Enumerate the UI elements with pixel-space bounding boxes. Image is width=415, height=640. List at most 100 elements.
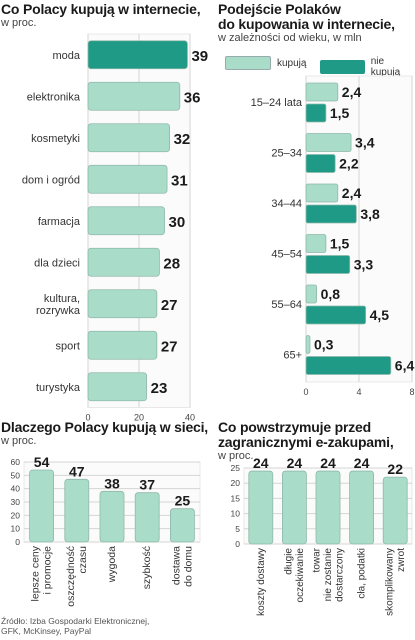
category-label: kosmetyki bbox=[31, 133, 80, 145]
category-label: elektronika bbox=[27, 91, 81, 103]
data-label: 3,3 bbox=[354, 257, 374, 273]
panel-why-buy-online: Dlaczego Polacy kupują w sieci, w proc. bbox=[1, 420, 211, 448]
chart-subtitle: w proc. bbox=[218, 450, 254, 462]
source-note: Źródło: Izba Gospodarki Elektronicznej, … bbox=[1, 616, 149, 636]
bar bbox=[305, 133, 352, 152]
category-label: farmacja bbox=[38, 216, 81, 228]
bar bbox=[305, 255, 351, 274]
bar bbox=[87, 164, 168, 194]
y-tick-label: 40 bbox=[11, 484, 21, 494]
legend-label: nie kupują bbox=[370, 56, 401, 78]
category-label: dla dzieci bbox=[34, 257, 80, 269]
data-label: 0,3 bbox=[314, 337, 334, 353]
data-label: 24 bbox=[253, 455, 269, 471]
data-label: 0,8 bbox=[321, 286, 341, 302]
bar bbox=[87, 247, 160, 277]
legend-item-not-buy: nie kupują bbox=[320, 56, 415, 78]
panel-attitude-by-age: Podejście Polaków do kupowania w interne… bbox=[218, 2, 415, 45]
bar bbox=[305, 183, 339, 203]
data-label: 28 bbox=[163, 255, 180, 272]
y-tick-label: 15 bbox=[231, 493, 241, 503]
category-label: cła, podatki bbox=[357, 548, 368, 599]
category-label: długieoczekiwanie bbox=[284, 548, 307, 603]
bar bbox=[305, 356, 392, 375]
data-label: 4,5 bbox=[370, 307, 390, 323]
bar bbox=[87, 123, 170, 153]
category-label: 65+ bbox=[283, 350, 302, 362]
y-tick-label: 10 bbox=[231, 509, 241, 519]
data-label: 23 bbox=[151, 380, 168, 397]
chart-subtitle: w zależności od wieku, w mln bbox=[218, 32, 362, 44]
bar bbox=[305, 284, 317, 304]
y-tick-label: 5 bbox=[235, 524, 240, 534]
data-label: 22 bbox=[387, 461, 403, 477]
data-label: 1,5 bbox=[330, 105, 350, 121]
bar bbox=[305, 305, 367, 325]
bar bbox=[87, 372, 148, 402]
data-label: 2,4 bbox=[342, 84, 362, 100]
data-label: 39 bbox=[191, 48, 208, 65]
chart-title: Dlaczego Polacy kupują w sieci, bbox=[1, 419, 208, 435]
bar bbox=[99, 490, 125, 543]
data-label: 36 bbox=[184, 89, 201, 106]
category-label: szybkość bbox=[141, 546, 153, 589]
category-label: dostawado domu bbox=[170, 546, 194, 587]
chart-why-buy-online: 0 10 20 30 40 50 60 54 lepsze cenyi promocje 47 os… bbox=[11, 454, 201, 607]
data-label: 2,4 bbox=[342, 185, 362, 201]
data-label: 6,4 bbox=[395, 358, 415, 374]
category-label: turystyka bbox=[36, 382, 81, 394]
category-label: 25–34 bbox=[271, 148, 302, 160]
source-line: Źródło: Izba Gospodarki Elektronicznej, bbox=[1, 616, 150, 626]
category-label: wygoda bbox=[106, 546, 118, 583]
y-tick-label: 0 bbox=[235, 539, 240, 549]
y-tick-label: 20 bbox=[231, 478, 241, 488]
category-label: skomplikowanyzwrot bbox=[384, 548, 407, 616]
bar bbox=[64, 478, 90, 543]
bar bbox=[305, 103, 327, 123]
y-tick-label: 10 bbox=[11, 524, 21, 534]
source-line: GFK, McKinsey, PayPal bbox=[1, 626, 92, 636]
category-label: 34–44 bbox=[271, 198, 302, 210]
bar bbox=[305, 234, 327, 253]
x-tick-label: 20 bbox=[134, 413, 144, 423]
category-label: 15–24 lata bbox=[251, 97, 303, 109]
bar bbox=[349, 470, 374, 545]
category-label: 55–64 bbox=[271, 299, 302, 311]
x-tick-label: 0 bbox=[85, 413, 90, 423]
legend-item-buy: kupują bbox=[225, 56, 306, 70]
chart-title: Podejście Polaków do kupowania w interne… bbox=[218, 1, 395, 32]
data-label: 3,4 bbox=[355, 135, 375, 151]
category-label: moda bbox=[52, 50, 80, 62]
bar bbox=[305, 204, 357, 224]
data-label: 2,2 bbox=[339, 156, 359, 172]
category-label: 45–54 bbox=[271, 249, 302, 261]
bar bbox=[87, 206, 165, 236]
bar bbox=[87, 330, 158, 360]
panel-barriers-foreign: Co powstrzymuje przed zagranicznymi e-za… bbox=[218, 420, 415, 463]
chart-title: Co powstrzymuje przed zagranicznymi e-za… bbox=[218, 419, 394, 450]
legend-label: kupują bbox=[277, 57, 307, 69]
chart-what-poles-buy: 0 20 40 moda 39 elektronika 36 kosmetyki 32 dom i… bbox=[22, 33, 208, 423]
category-label: oszczędnośćczasu bbox=[65, 546, 89, 607]
chart-attitude-by-age: 0 4 8 15–24 lata 2,4 1,5 25–34 3,4 2,2 34–44 2,4 3,… bbox=[251, 75, 415, 397]
data-label: 37 bbox=[139, 477, 155, 493]
y-tick-label: 0 bbox=[15, 537, 20, 547]
chart-title: Co Polacy kupują w internecie, bbox=[1, 1, 201, 17]
data-label: 24 bbox=[354, 455, 370, 471]
data-label: 1,5 bbox=[330, 236, 350, 252]
category-label: dom i ogród bbox=[22, 174, 80, 186]
y-tick-label: 25 bbox=[231, 463, 241, 473]
bar bbox=[134, 492, 160, 543]
bar bbox=[87, 289, 158, 319]
x-tick-label: 40 bbox=[185, 413, 195, 423]
x-tick-label: 0 bbox=[303, 387, 308, 397]
data-label: 27 bbox=[161, 297, 178, 314]
bar bbox=[282, 470, 307, 545]
legend-swatch bbox=[225, 56, 271, 70]
data-label: 47 bbox=[69, 463, 85, 479]
data-label: 38 bbox=[104, 475, 120, 491]
data-label: 25 bbox=[175, 493, 191, 509]
data-label: 54 bbox=[34, 454, 50, 470]
data-label: 30 bbox=[169, 214, 186, 231]
bar bbox=[305, 335, 311, 354]
